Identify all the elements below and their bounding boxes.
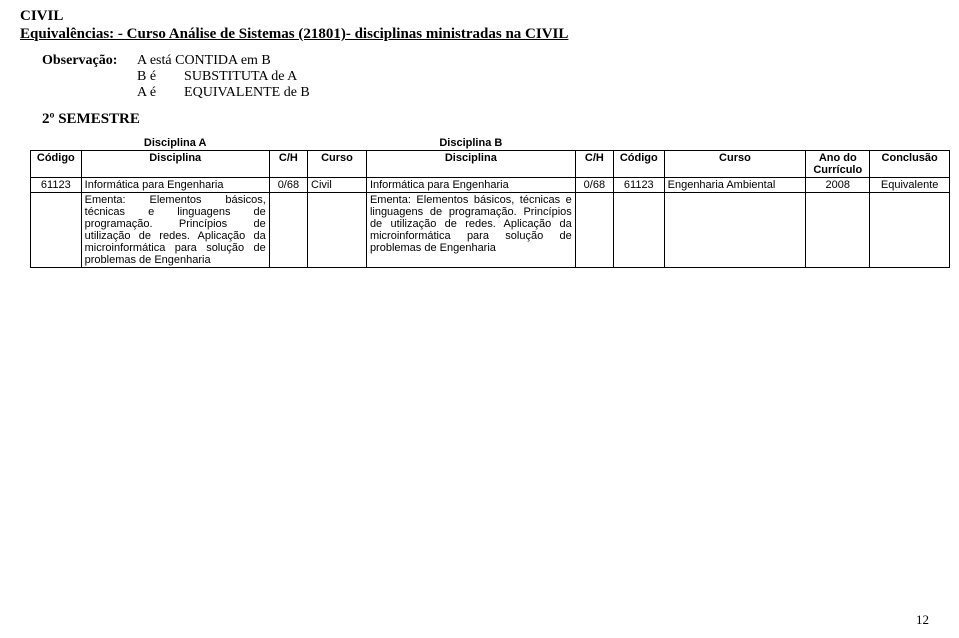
observacao-spacer	[42, 69, 137, 85]
title-main: CIVIL	[20, 8, 939, 25]
equivalencias-table: Disciplina A Disciplina B Código Discipl…	[30, 136, 950, 268]
observacao-line3: A é EQUIVALENTE de B	[137, 85, 310, 101]
observacao-spacer2	[42, 85, 137, 101]
observacao-label: Observação:	[42, 53, 137, 69]
cell-empty	[664, 193, 806, 268]
cell-curso-a: Civil	[308, 178, 367, 193]
cell-codigo-b: 61123	[613, 178, 664, 193]
th-ch-b: C/H	[575, 151, 613, 178]
data-row-1: 61123 Informática para Engenharia 0/68 C…	[31, 178, 950, 193]
cell-empty	[31, 193, 82, 268]
header-row: Código Disciplina C/H Curso Disciplina C…	[31, 151, 950, 178]
cell-disciplina-a: Informática para Engenharia	[81, 178, 269, 193]
page-number: 12	[916, 612, 929, 628]
th-codigo-a: Código	[31, 151, 82, 178]
cell-ementa-b: Ementa: Elementos básicos, técnicas e li…	[366, 193, 575, 268]
cell-empty	[870, 193, 950, 268]
super-header-row: Disciplina A Disciplina B	[31, 136, 950, 151]
cell-ano: 2008	[806, 178, 870, 193]
th-ano: Ano do Currículo	[806, 151, 870, 178]
observacao-line2: B é SUBSTITUTA de A	[137, 69, 297, 85]
semestre-label: 2º SEMESTRE	[42, 111, 939, 128]
cell-codigo-a: 61123	[31, 178, 82, 193]
cell-ementa-a: Ementa: Elementos básicos, técnicas e li…	[81, 193, 269, 268]
cell-empty	[613, 193, 664, 268]
super-header-a: Disciplina A	[81, 136, 269, 151]
cell-ch-a: 0/68	[269, 178, 307, 193]
ementa-row: Ementa: Elementos básicos, técnicas e li…	[31, 193, 950, 268]
th-curso-a: Curso	[308, 151, 367, 178]
super-header-b: Disciplina B	[366, 136, 575, 151]
cell-ch-b: 0/68	[575, 178, 613, 193]
cell-empty	[308, 193, 367, 268]
th-disciplina-a: Disciplina	[81, 151, 269, 178]
th-curso-b: Curso	[664, 151, 806, 178]
observacao-block: Observação: A está CONTIDA em B B é SUBS…	[42, 53, 939, 101]
title-sub: Equivalências: - Curso Análise de Sistem…	[20, 26, 939, 43]
th-ch-a: C/H	[269, 151, 307, 178]
observacao-line1: A está CONTIDA em B	[137, 53, 271, 69]
cell-empty	[575, 193, 613, 268]
cell-curso-b: Engenharia Ambiental	[664, 178, 806, 193]
cell-disciplina-b: Informática para Engenharia	[366, 178, 575, 193]
cell-empty	[806, 193, 870, 268]
th-conclusao: Conclusão	[870, 151, 950, 178]
th-codigo-b: Código	[613, 151, 664, 178]
cell-empty	[269, 193, 307, 268]
th-disciplina-b: Disciplina	[366, 151, 575, 178]
cell-conclusao: Equivalente	[870, 178, 950, 193]
